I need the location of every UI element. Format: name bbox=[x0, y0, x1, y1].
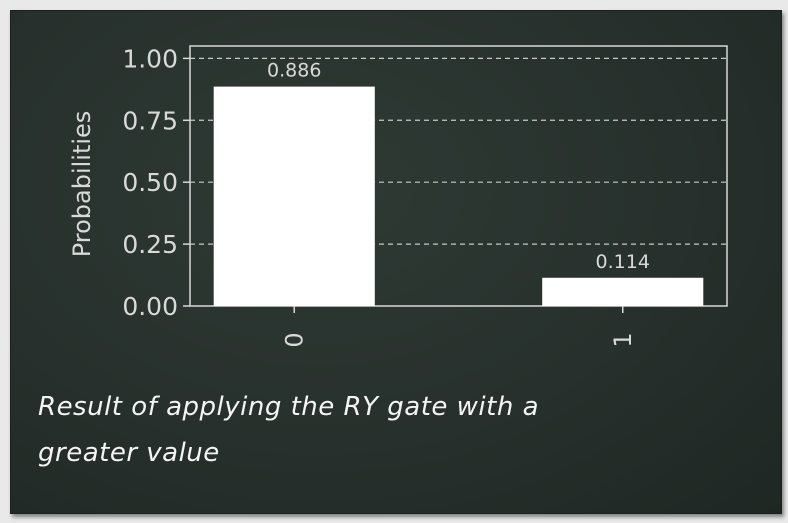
x-tick-label-0: 0 bbox=[280, 332, 308, 347]
bar-0 bbox=[213, 86, 375, 306]
y-tick-label: 0.00 bbox=[122, 292, 178, 321]
bar-1 bbox=[542, 277, 704, 306]
caption-line-2: greater value bbox=[38, 438, 220, 468]
data-label-1: 0.114 bbox=[596, 251, 650, 273]
y-axis-ticks: 0.00 0.25 0.50 0.75 1.00 bbox=[122, 44, 190, 321]
y-tick-label: 0.50 bbox=[122, 168, 178, 197]
bars bbox=[213, 86, 704, 306]
data-labels: 0.886 0.114 bbox=[267, 60, 650, 273]
y-tick-label: 1.00 bbox=[122, 44, 178, 73]
y-tick-label: 0.25 bbox=[122, 230, 178, 259]
caption-line-1: Result of applying the RY gate with a bbox=[38, 392, 540, 422]
y-tick-label: 0.75 bbox=[122, 106, 178, 135]
data-label-0: 0.886 bbox=[267, 60, 321, 82]
plot-area-frame bbox=[189, 45, 728, 307]
x-tick-label-1: 1 bbox=[609, 332, 637, 347]
chalkboard-background bbox=[10, 10, 782, 514]
caption: Result of applying the RY gate with a gr… bbox=[38, 384, 738, 476]
y-axis-label: Probabilities bbox=[68, 111, 96, 258]
